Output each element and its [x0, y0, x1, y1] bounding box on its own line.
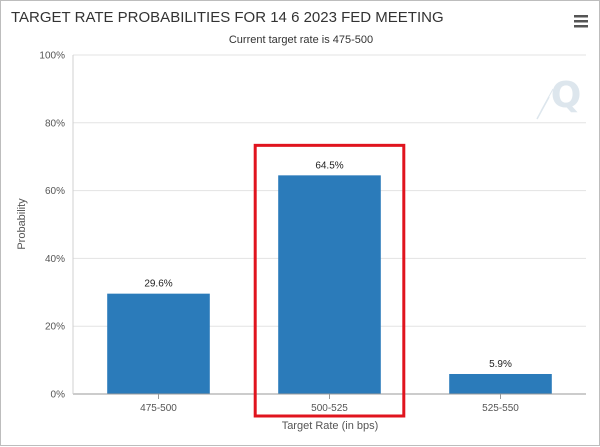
- y-tick-label: 60%: [45, 186, 65, 197]
- chart-subtitle: Current target rate is 475-500: [229, 34, 373, 46]
- y-tick-label: 80%: [45, 118, 65, 129]
- y-axis-title: Probability: [16, 198, 28, 250]
- svg-text:Q: Q: [551, 75, 582, 116]
- bar: [107, 293, 210, 394]
- x-axis-title: Target Rate (in bps): [282, 420, 379, 432]
- highlight-box: [253, 143, 406, 418]
- q-logo-icon: Q: [536, 75, 582, 120]
- x-tick-label: 525-550: [482, 403, 519, 414]
- y-tick-label: 20%: [45, 322, 65, 333]
- hamburger-menu-icon: [574, 15, 588, 28]
- x-axis-ticks: 475-500 500-525 525-550: [140, 394, 519, 414]
- y-axis-ticks: 0% 20% 40% 60% 80% 100%: [39, 51, 65, 401]
- y-tick-label: 100%: [39, 51, 65, 62]
- y-tick-label: 40%: [45, 254, 65, 265]
- y-tick-label: 0%: [51, 390, 66, 401]
- chart-title: TARGET RATE PROBABILITIES FOR 14 6 2023 …: [11, 9, 444, 26]
- bar: [278, 175, 381, 394]
- data-labels: 29.6% 64.5% 5.9%: [144, 160, 512, 370]
- data-label: 64.5%: [315, 160, 343, 171]
- menu-button[interactable]: [569, 11, 591, 31]
- data-label: 29.6%: [144, 279, 172, 290]
- data-label: 5.9%: [489, 359, 512, 370]
- x-tick-label: 500-525: [311, 403, 348, 414]
- bar: [449, 373, 552, 394]
- bars: [107, 175, 552, 394]
- x-tick-label: 475-500: [140, 403, 177, 414]
